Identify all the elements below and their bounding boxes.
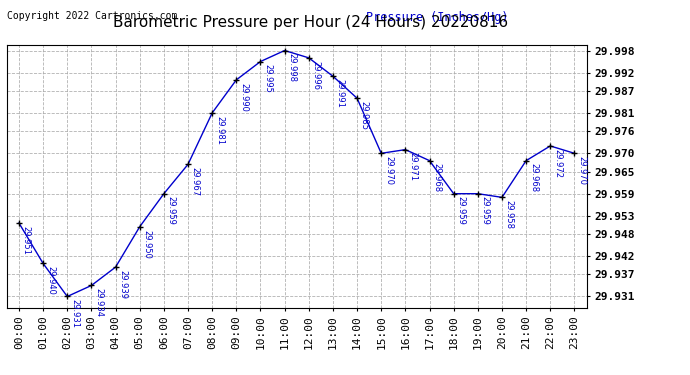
Text: 29.985: 29.985	[360, 101, 369, 130]
Text: 29.967: 29.967	[191, 167, 200, 196]
Text: 29.968: 29.968	[433, 164, 442, 192]
Text: 29.991: 29.991	[336, 79, 345, 108]
Text: Copyright 2022 Cartronics.com: Copyright 2022 Cartronics.com	[7, 11, 177, 21]
Text: 29.951: 29.951	[22, 226, 31, 255]
Text: 29.972: 29.972	[553, 149, 562, 178]
Text: 29.959: 29.959	[481, 196, 490, 225]
Text: 29.939: 29.939	[119, 270, 128, 299]
Text: 29.995: 29.995	[264, 64, 273, 93]
Text: 29.981: 29.981	[215, 116, 224, 145]
Text: 29.940: 29.940	[46, 266, 55, 295]
Text: 29.990: 29.990	[239, 82, 248, 111]
Text: 29.959: 29.959	[457, 196, 466, 225]
Text: 29.958: 29.958	[505, 200, 514, 229]
Text: 29.934: 29.934	[95, 288, 103, 317]
Text: 29.968: 29.968	[529, 164, 538, 192]
Text: 29.998: 29.998	[288, 53, 297, 82]
Text: 29.959: 29.959	[167, 196, 176, 225]
Text: 29.950: 29.950	[143, 230, 152, 258]
Text: 29.931: 29.931	[70, 299, 79, 328]
Text: 29.970: 29.970	[384, 156, 393, 185]
Text: 29.996: 29.996	[312, 61, 321, 90]
Text: 29.971: 29.971	[408, 152, 417, 182]
Text: Pressure (Inches/Hg): Pressure (Inches/Hg)	[366, 11, 509, 24]
Text: 29.970: 29.970	[578, 156, 586, 185]
Text: Barometric Pressure per Hour (24 Hours) 20220816: Barometric Pressure per Hour (24 Hours) …	[113, 15, 508, 30]
